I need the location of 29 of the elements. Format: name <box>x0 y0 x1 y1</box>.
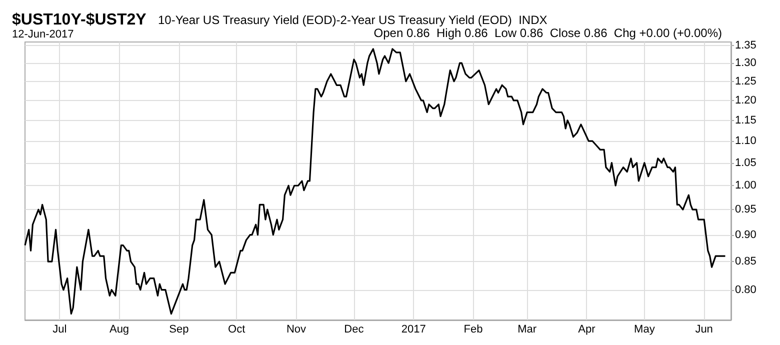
y-tick-label: 1.00 <box>735 180 756 192</box>
y-tick-label: 0.85 <box>735 256 756 268</box>
line-series <box>24 48 726 315</box>
y-tick-label: 1.15 <box>735 114 756 126</box>
x-tick-label: Apr <box>578 324 596 336</box>
x-tick-label: 2017 <box>401 324 426 336</box>
y-tick-label: 1.20 <box>735 94 756 106</box>
y-tick-label: 1.05 <box>735 156 756 169</box>
x-tick-label: Jun <box>695 324 713 336</box>
text: 12-Jun-2017 <box>12 28 74 40</box>
y-tick-label: 0.95 <box>735 204 756 216</box>
x-tick-label: Sep <box>169 324 189 336</box>
x-tick-label: Jul <box>52 324 67 336</box>
y-tick-label: 1.25 <box>735 75 756 88</box>
x-tick-label: Mar <box>518 324 537 336</box>
text: Open 0.86 High 0.86 Low 0.86 Close 0.86 Chg +0.00 (+0.00%) <box>374 26 722 40</box>
chart-title: $UST10Y-$UST2Y <box>12 12 147 28</box>
x-tick-label: Dec <box>344 324 364 336</box>
x-tick-label: Aug <box>109 324 130 336</box>
y-tick-label: 1.30 <box>735 57 756 70</box>
x-tick-label: Oct <box>228 324 246 336</box>
chart-subtitle: 10-Year US Treasury Yield (EOD)-2-Year US Treasury Yield (EOD) INDX <box>158 13 548 27</box>
x-tick-label: Feb <box>464 324 483 336</box>
y-tick-label: 1.10 <box>735 135 756 148</box>
x-tick-label: Nov <box>286 324 307 336</box>
y-tick-label: 0.90 <box>735 228 756 241</box>
y-tick-label: 0.80 <box>735 284 756 296</box>
x-tick-label: May <box>634 324 656 336</box>
y-tick-label: 1.35 <box>735 39 756 52</box>
